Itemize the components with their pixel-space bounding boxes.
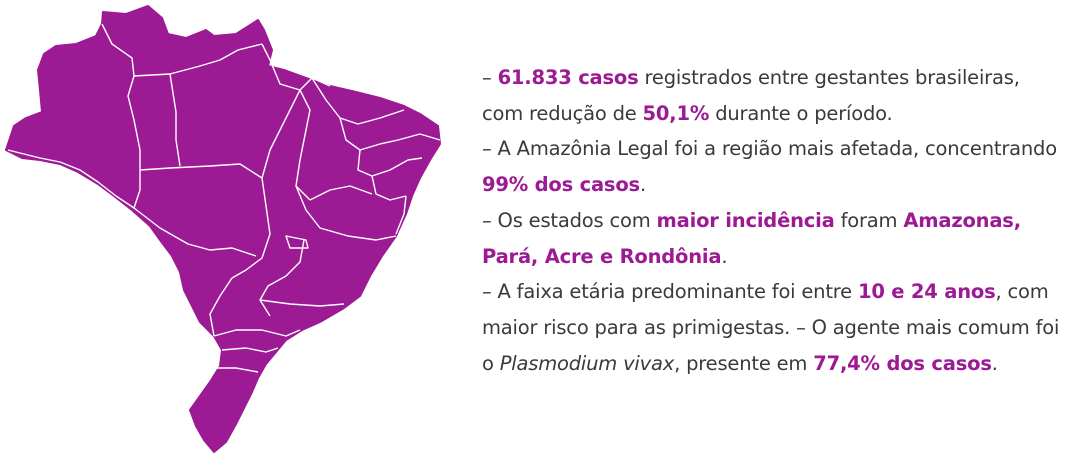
text-span: , presente em	[674, 351, 814, 375]
highlight: 61.833 casos	[497, 66, 639, 89]
text-span: .	[639, 173, 646, 197]
highlight: Amazonas, Pará, Acre e Rondônia	[482, 208, 1021, 268]
text-span: – Os estados com	[482, 208, 657, 232]
highlight: maior incidência	[656, 208, 835, 232]
highlight: 99% dos casos	[482, 173, 640, 197]
text-span: foram	[834, 208, 904, 232]
text-span: durante o período.	[709, 101, 893, 125]
bullet-4: – A faixa etária predominante foi entre …	[482, 274, 1062, 381]
text-span: – A faixa etária predominante foi entre	[482, 280, 858, 304]
italic-term: Plasmodium vivax	[499, 351, 675, 375]
country-shape	[5, 5, 441, 453]
brazil-map-icon	[5, 5, 441, 453]
text-span: .	[721, 244, 728, 268]
summary-text: – 61.833 casos registrados entre gestant…	[482, 60, 1062, 381]
highlight: 50,1%	[642, 101, 710, 125]
text-span: registrados entre gestantes brasileiras,…	[482, 66, 1020, 125]
state-borders	[7, 23, 441, 373]
text-span: .	[991, 351, 998, 375]
highlight: 10 e 24 anos	[857, 280, 996, 304]
bullet-3: – Os estados com maior incidência foram …	[482, 203, 1062, 274]
bullet-2: – A Amazônia Legal foi a região mais afe…	[482, 131, 1062, 202]
text-span: , com maior risco para as primigestas. –…	[482, 280, 1060, 375]
highlight: 77,4% dos casos	[813, 351, 992, 375]
text-span: – A Amazônia Legal foi a região mais afe…	[482, 137, 1057, 161]
text-span: –	[482, 66, 498, 89]
bullet-1: – 61.833 casos registrados entre gestant…	[482, 60, 1062, 131]
